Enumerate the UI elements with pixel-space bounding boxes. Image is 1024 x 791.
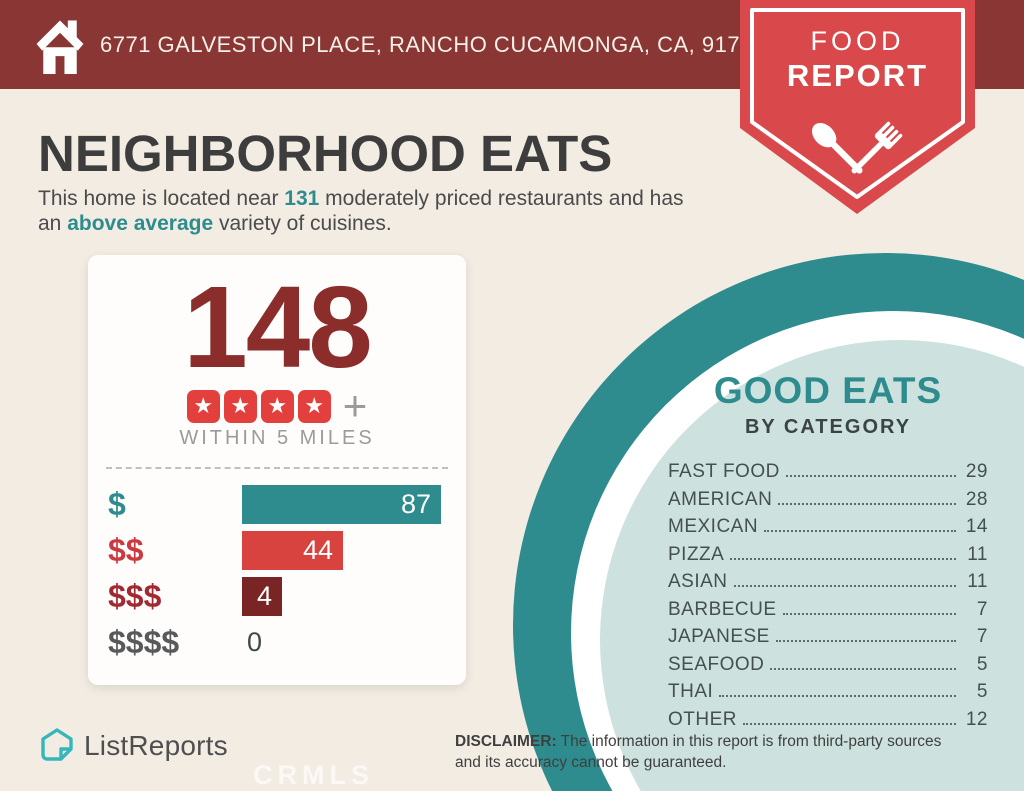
price-label: $ (108, 486, 126, 522)
category-label: THAI (668, 681, 714, 702)
star-icon: ★ (186, 389, 220, 423)
dashed-divider (106, 467, 448, 469)
dotted-leader (743, 722, 956, 725)
category-value: 7 (976, 598, 988, 620)
price-label: $$$ (108, 578, 162, 614)
category-row: SEAFOOD 5 (668, 654, 988, 682)
listreports-logo-icon (41, 728, 73, 761)
bar-row-one-dollar: $ 87 87 (108, 485, 448, 524)
category-value: 28 (965, 488, 988, 510)
category-value: 14 (965, 516, 988, 537)
category-list: FAST FOOD 29 AMERICAN 28 MEXICAN 14 PIZZA 11… (668, 461, 988, 736)
brand-name: ListReports (84, 730, 228, 761)
dotted-leader (775, 640, 956, 642)
category-label: ASIAN (668, 571, 728, 592)
bar-value: 4 (256, 581, 272, 611)
intro-highlight: above average (67, 212, 214, 235)
dotted-leader (733, 585, 956, 587)
intro-pre: This home is located near (38, 187, 285, 210)
bar-row-four-dollar: $$$$ 0 0 (108, 623, 448, 662)
good-eats-subtitle: BY CATEGORY (744, 416, 912, 438)
star-icon: ★ (223, 389, 257, 423)
category-value: 5 (976, 681, 988, 702)
home-icon (36, 20, 84, 74)
disclaimer-label: DISCLAIMER: (455, 733, 557, 750)
category-value: 11 (967, 543, 988, 565)
category-row: PIZZA 11 (668, 544, 988, 572)
intro-mid: moderately priced restaurants and has an (38, 187, 684, 235)
star-icon: ★ (260, 389, 294, 423)
category-row: BARBECUE 7 (668, 599, 988, 627)
plus-sign: + (342, 382, 368, 429)
category-row: FAST FOOD 29 (668, 461, 988, 489)
badge-title-line1: FOOD (810, 26, 905, 56)
badge-ribbon-shape (740, 0, 975, 214)
price-bar-chart: $ 87 87 $$ 44 44 $$$ 4 4 $$$$ 0 0 (108, 485, 448, 669)
listreports-logo: ListReports (38, 726, 228, 766)
star-icons: ★ ★ ★ ★ (186, 389, 331, 423)
stats-card: 148 ★★★★ + WITHIN 5 MILES $ 87 87 $$ 44 … (88, 255, 466, 685)
category-label: AMERICAN (668, 488, 773, 510)
category-label: OTHER (668, 708, 737, 730)
category-row: AMERICAN 28 (668, 489, 988, 517)
disclaimer-body: The information in this report is from t… (455, 733, 942, 771)
page-title: NEIGHBORHOOD EATS (38, 125, 613, 182)
dotted-leader (764, 530, 956, 532)
category-value: 12 (965, 708, 988, 730)
bar: 87 (242, 485, 441, 524)
category-row: THAI 5 (668, 681, 988, 709)
good-eats-panel: GOOD EATS BY CATEGORY FAST FOOD 29 AMERIC… (668, 370, 988, 736)
category-label: SEAFOOD (668, 653, 765, 675)
disclaimer-text: DISCLAIMER: The information in this repo… (455, 731, 971, 773)
circle-fill (600, 340, 1024, 791)
bar-value: 44 (302, 535, 333, 565)
dotted-leader (778, 502, 956, 505)
category-row: MEXICAN 14 (668, 516, 988, 544)
good-eats-title: GOOD EATS (713, 370, 943, 411)
category-label: MEXICAN (668, 516, 759, 537)
restaurant-count: 148 (183, 262, 373, 392)
intro-text: This home is located near 131 moderately… (38, 186, 706, 236)
bar-value: 87 (400, 489, 431, 519)
radius-caption: WITHIN 5 MILES (179, 427, 375, 449)
intro-post: variety of cuisines. (213, 212, 392, 235)
bar: 44 (242, 531, 343, 570)
badge-title-line2: REPORT (786, 58, 929, 93)
category-row: JAPANESE 7 (668, 626, 988, 654)
star-rating: ★ ★ ★ ★ + (88, 385, 466, 427)
category-label: JAPANESE (668, 626, 770, 647)
dotted-leader (730, 557, 956, 560)
dotted-leader (719, 695, 956, 697)
zero-value: 0 (247, 627, 263, 657)
food-report-badge: FOOD REPORT (735, 0, 980, 222)
category-value: 29 (965, 461, 988, 482)
crmls-watermark: CRMLS (253, 760, 374, 790)
bar: 4 (242, 577, 282, 616)
category-row: OTHER 12 (668, 709, 988, 737)
dotted-leader (770, 667, 956, 670)
price-label: $$ (108, 532, 144, 568)
category-label: PIZZA (668, 543, 725, 565)
dotted-leader (782, 612, 956, 615)
category-label: BARBECUE (668, 598, 777, 620)
address-text: 6771 GALVESTON PLACE, RANCHO CUCAMONGA, … (100, 31, 766, 57)
category-value: 11 (967, 571, 988, 592)
utensils-icon (811, 121, 903, 174)
star-icon: ★ (297, 389, 331, 423)
category-value: 7 (976, 626, 988, 647)
category-value: 5 (976, 653, 988, 675)
bar-row-two-dollar: $$ 44 44 (108, 531, 448, 570)
dotted-leader (785, 475, 956, 477)
category-label: FAST FOOD (668, 461, 780, 482)
bar-row-three-dollar: $$$ 4 4 (108, 577, 448, 616)
price-label: $$$$ (108, 624, 180, 660)
category-row: ASIAN 11 (668, 571, 988, 599)
intro-count: 131 (284, 187, 320, 210)
